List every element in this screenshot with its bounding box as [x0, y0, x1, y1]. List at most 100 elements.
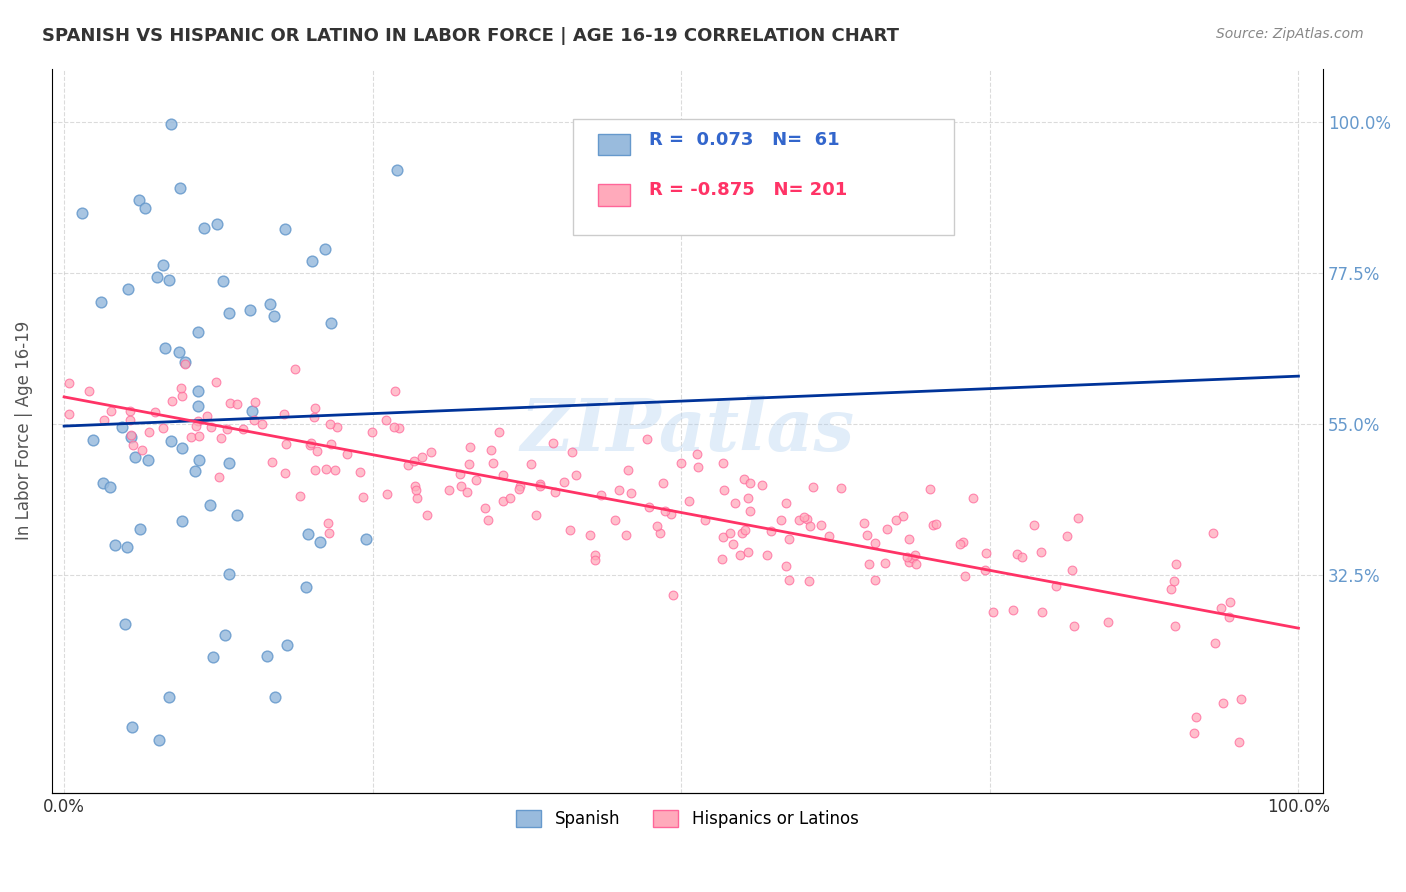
Point: [218, 306, 240, 320]
FancyBboxPatch shape: [599, 185, 630, 206]
Point: [1001, 603, 1024, 617]
Point: [818, 529, 841, 543]
Point: [148, 733, 170, 747]
Point: [193, 220, 215, 235]
Point: [508, 482, 530, 496]
Point: [136, 453, 159, 467]
Point: [170, 381, 193, 395]
Point: [276, 437, 298, 451]
Point: [120, 430, 142, 444]
Point: [952, 534, 974, 549]
Point: [243, 395, 266, 409]
Point: [98, 481, 121, 495]
Point: [520, 457, 543, 471]
Point: [117, 282, 139, 296]
Point: [195, 409, 218, 423]
Point: [1218, 610, 1240, 624]
Point: [290, 489, 312, 503]
Point: [187, 414, 209, 428]
Point: [904, 548, 927, 562]
Point: [751, 478, 773, 492]
Point: [218, 567, 240, 582]
Point: [295, 580, 318, 594]
Point: [167, 345, 190, 359]
Point: [671, 456, 693, 470]
Point: [891, 509, 914, 524]
Point: [492, 494, 515, 508]
Point: [157, 690, 180, 704]
Point: [396, 458, 419, 472]
Point: [319, 436, 342, 450]
Point: [896, 549, 918, 564]
Point: [905, 557, 928, 571]
Point: [1031, 606, 1053, 620]
Point: [299, 436, 322, 450]
Point: [1164, 558, 1187, 572]
Point: [404, 478, 426, 492]
Point: [1209, 600, 1232, 615]
Point: [1005, 547, 1028, 561]
Point: [419, 445, 441, 459]
Point: [174, 355, 197, 369]
Point: [477, 513, 499, 527]
Point: [187, 452, 209, 467]
Point: [173, 357, 195, 371]
Point: [314, 242, 336, 256]
Point: [226, 508, 249, 522]
Point: [160, 393, 183, 408]
FancyBboxPatch shape: [599, 134, 630, 155]
Point: [607, 483, 630, 497]
Point: [778, 532, 800, 546]
Point: [77, 384, 100, 398]
Point: [375, 486, 398, 500]
Point: [316, 516, 339, 530]
Point: [1163, 574, 1185, 589]
Point: [1060, 563, 1083, 577]
Point: [1056, 529, 1078, 543]
Point: [138, 425, 160, 440]
Point: [544, 484, 567, 499]
Point: [737, 545, 759, 559]
Point: [273, 407, 295, 421]
Point: [58, 407, 80, 421]
Point: [218, 456, 240, 470]
Point: [529, 476, 551, 491]
Point: [886, 513, 908, 527]
Point: [159, 117, 181, 131]
Point: [120, 428, 142, 442]
Point: [239, 302, 262, 317]
Point: [1230, 691, 1253, 706]
Point: [1204, 636, 1226, 650]
Point: [209, 431, 232, 445]
Point: [711, 456, 734, 470]
Point: [962, 491, 984, 505]
Point: [1097, 615, 1119, 629]
Point: [775, 559, 797, 574]
Point: [734, 524, 756, 538]
Point: [876, 522, 898, 536]
Point: [450, 478, 472, 492]
Point: [662, 588, 685, 602]
Point: [449, 467, 471, 481]
Point: [830, 482, 852, 496]
Point: [354, 532, 377, 546]
Point: [170, 514, 193, 528]
Point: [740, 476, 762, 491]
Point: [115, 541, 138, 555]
Point: [304, 463, 326, 477]
Point: [711, 551, 734, 566]
Text: SPANISH VS HISPANIC OR LATINO IN LABOR FORCE | AGE 16-19 CORRELATION CHART: SPANISH VS HISPANIC OR LATINO IN LABOR F…: [42, 27, 900, 45]
Point: [315, 462, 337, 476]
Point: [152, 421, 174, 435]
Point: [738, 504, 761, 518]
Point: [187, 429, 209, 443]
Point: [225, 397, 247, 411]
Point: [437, 483, 460, 498]
Point: [111, 420, 134, 434]
Point: [458, 440, 481, 454]
Point: [301, 253, 323, 268]
Point: [799, 519, 821, 533]
Point: [169, 181, 191, 195]
Point: [172, 441, 194, 455]
Point: [1031, 545, 1053, 559]
